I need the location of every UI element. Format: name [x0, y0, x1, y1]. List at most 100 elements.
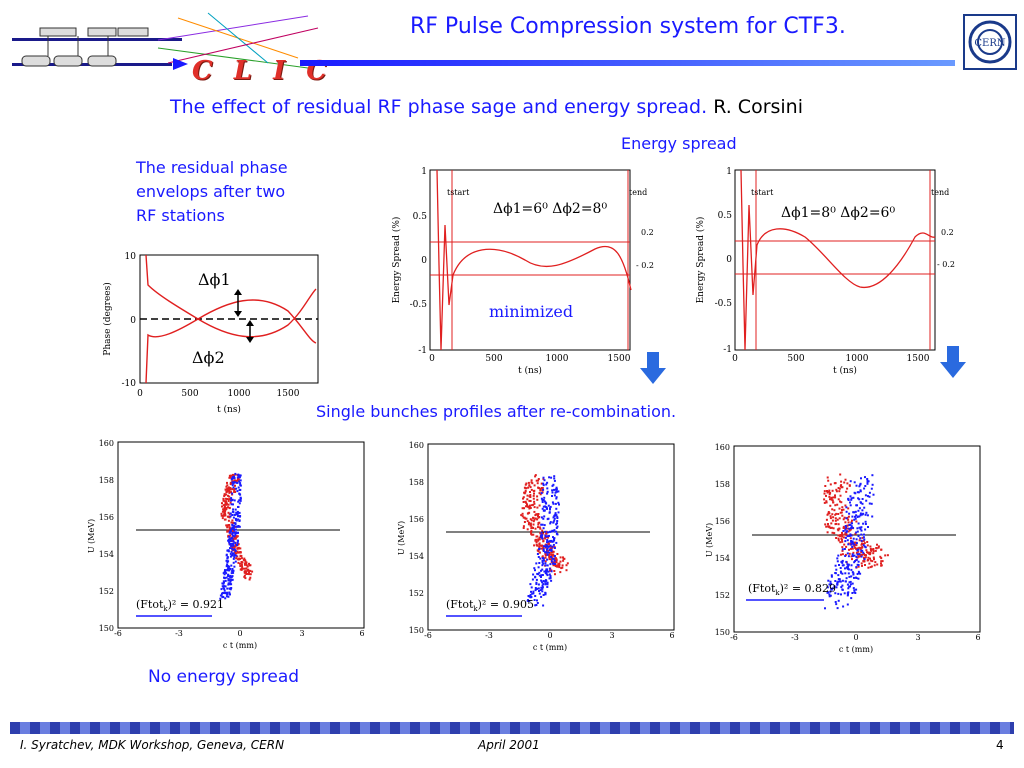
- red-particle: [234, 491, 237, 493]
- blue-particle: [546, 547, 549, 550]
- red-particle: [245, 567, 248, 570]
- blue-particle: [850, 575, 853, 578]
- red-particle: [530, 519, 533, 522]
- y-axis-label: U (MeV): [706, 523, 714, 557]
- y-tick: 152: [715, 591, 730, 600]
- red-particle: [566, 562, 569, 565]
- red-particle: [541, 529, 544, 532]
- red-particle: [231, 536, 234, 538]
- red-particle: [225, 503, 228, 506]
- x-tick: 3: [299, 629, 304, 638]
- y-tick: 0: [726, 255, 732, 265]
- red-particle: [848, 529, 851, 532]
- blue-particle: [542, 583, 545, 586]
- red-particle: [529, 518, 532, 521]
- red-particle: [245, 561, 248, 564]
- blue-particle: [859, 572, 862, 575]
- red-particle: [841, 540, 844, 543]
- blue-particle: [231, 484, 234, 487]
- blue-particle: [221, 585, 224, 588]
- red-particle: [828, 525, 831, 528]
- red-particle: [838, 487, 841, 490]
- red-particle: [236, 535, 239, 538]
- red-particle: [524, 500, 527, 503]
- blue-particle: [866, 478, 869, 480]
- blue-particle: [236, 539, 239, 542]
- blue-particle: [555, 487, 558, 490]
- red-particle: [841, 538, 843, 541]
- blue-particle: [540, 579, 543, 582]
- red-particle: [528, 499, 531, 502]
- red-particle: [246, 569, 249, 572]
- blue-particle: [864, 528, 867, 531]
- red-particle: [523, 507, 525, 510]
- red-particle: [858, 539, 861, 542]
- red-particle: [559, 560, 562, 563]
- blue-particle: [849, 523, 852, 526]
- red-particle: [863, 554, 866, 556]
- red-particle: [826, 491, 829, 494]
- red-particle: [852, 551, 855, 554]
- bunch-profile-chart-1: 160 158 156 154 152 150 -6 -3 0 3 6 c t …: [87, 439, 365, 650]
- blue-particle: [836, 557, 839, 560]
- red-particle: [854, 546, 857, 549]
- blue-particle: [543, 524, 546, 527]
- red-particle: [227, 486, 230, 489]
- blue-particle: [230, 575, 233, 578]
- red-particle: [866, 551, 868, 554]
- blue-particle: [538, 574, 541, 577]
- blue-particle: [543, 545, 545, 548]
- red-particle: [248, 562, 250, 565]
- blue-particle: [235, 487, 238, 490]
- blue-particle: [542, 562, 545, 565]
- red-particle: [532, 497, 535, 500]
- red-particle: [538, 536, 541, 539]
- red-particle: [538, 526, 541, 529]
- red-particle: [877, 546, 880, 549]
- red-particle: [869, 559, 872, 562]
- blue-particle: [553, 555, 556, 557]
- red-particle: [859, 546, 862, 549]
- blue-particle: [550, 555, 552, 558]
- blue-particle: [851, 526, 854, 529]
- blue-particle: [550, 549, 553, 552]
- blue-particle: [232, 569, 235, 572]
- red-particle: [251, 570, 254, 573]
- blue-particle: [547, 570, 550, 573]
- blue-particle: [853, 491, 856, 494]
- blue-particle: [229, 539, 232, 542]
- blue-particle: [536, 602, 539, 604]
- red-particle: [849, 537, 852, 540]
- blue-particle: [844, 567, 846, 570]
- red-particle: [857, 550, 860, 553]
- red-particle: [227, 519, 230, 522]
- blue-particle: [846, 567, 849, 570]
- red-particle: [855, 520, 858, 523]
- blue-particle: [858, 515, 861, 518]
- red-particle: [226, 530, 229, 533]
- red-particle: [834, 513, 837, 516]
- blue-particle: [538, 571, 541, 574]
- red-particle: [228, 506, 231, 509]
- blue-particle: [546, 551, 549, 554]
- red-particle: [872, 552, 875, 555]
- red-particle: [880, 548, 883, 551]
- x-tick: 1500: [608, 354, 631, 364]
- blue-particle: [238, 493, 241, 495]
- blue-particle: [835, 568, 838, 571]
- cern-logo: CERN: [963, 14, 1017, 70]
- blue-particle: [231, 510, 234, 513]
- blue-particle: [547, 517, 550, 520]
- red-particle: [839, 485, 842, 487]
- blue-particle: [546, 487, 549, 490]
- subtitle-author: R. Corsini: [713, 96, 804, 118]
- red-particle: [826, 490, 828, 492]
- blue-particle: [546, 553, 549, 556]
- red-particle: [562, 557, 565, 560]
- blue-particle: [847, 572, 850, 575]
- blue-particle: [849, 580, 852, 583]
- tend-label: tend: [931, 188, 949, 197]
- red-particle: [844, 504, 847, 507]
- blue-particle: [537, 566, 540, 569]
- x-tick: 500: [181, 389, 198, 399]
